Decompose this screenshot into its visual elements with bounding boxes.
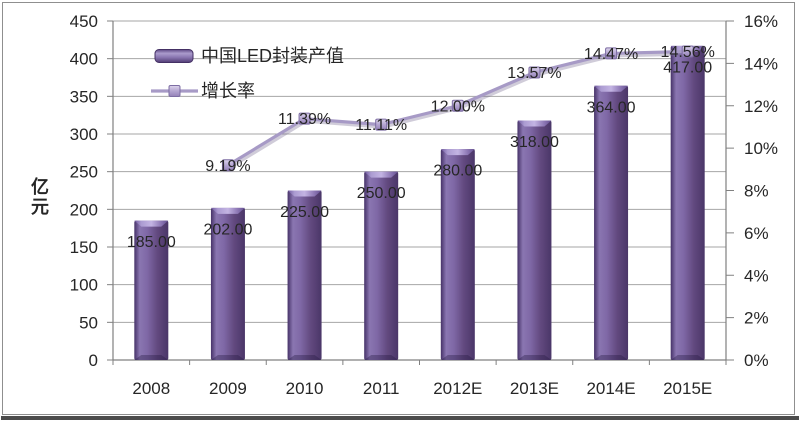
bar-top-bevel — [287, 190, 322, 197]
bar-body[interactable] — [364, 171, 399, 360]
line-data-label: 13.57% — [507, 65, 561, 82]
left-axis-tick-label: 250 — [70, 163, 98, 182]
x-axis-category-label: 2010 — [286, 379, 324, 398]
left-axis-tick-label: 300 — [70, 125, 98, 144]
line-marker-2010[interactable] — [298, 112, 311, 125]
right-axis-tick-label: 2% — [744, 309, 769, 328]
bar-body[interactable] — [210, 207, 245, 360]
line-data-label: 11.11% — [355, 117, 407, 134]
bar-bottom-bevel — [517, 355, 552, 360]
bar-data-label: 364.00 — [587, 99, 636, 116]
x-axis-category-label: 2015E — [663, 379, 712, 398]
bar-bottom-bevel — [287, 355, 322, 360]
right-axis-tick-label: 14% — [744, 54, 778, 73]
bar-data-label: 250.00 — [357, 185, 406, 202]
bar-data-label: 185.00 — [127, 234, 176, 251]
bar-2011[interactable] — [364, 171, 399, 360]
bar-data-label: 225.00 — [280, 204, 329, 221]
growth-rate-line-series — [221, 45, 694, 172]
left-axis-tick-label: 150 — [70, 238, 98, 257]
right-axis-tick-label: 8% — [744, 182, 769, 201]
bar-data-label: 280.00 — [433, 163, 482, 180]
left-axis-tick-label: 450 — [70, 12, 98, 31]
legend-label: 中国LED封装产值 — [201, 46, 344, 66]
line-data-label: 14.56% — [661, 44, 715, 61]
bar-body[interactable] — [440, 149, 475, 360]
line-data-label: 12.00% — [431, 98, 485, 115]
data-labels: 185.00 202.00 225.00 250.00 280.00 318.00 364.… — [127, 44, 715, 251]
line-data-label: 14.47% — [584, 46, 638, 63]
legend-entry-bar-series[interactable]: 中国LED封装产值 — [154, 46, 344, 66]
line-data-label: 11.39% — [278, 111, 331, 128]
line-marker-2013E[interactable] — [528, 66, 541, 79]
bar-2013E[interactable] — [517, 120, 552, 360]
x-axis-category-label: 2014E — [586, 379, 635, 398]
bar-top-bevel — [594, 85, 629, 92]
left-axis-tick-label: 100 — [70, 276, 98, 295]
right-axis-tick-label: 4% — [744, 266, 769, 285]
bar-2014E[interactable] — [594, 85, 629, 360]
bar-body[interactable] — [594, 85, 629, 360]
line-marker-2014E[interactable] — [605, 47, 618, 60]
bar-2009[interactable] — [210, 207, 245, 360]
bar-data-label: 318.00 — [510, 134, 559, 151]
bar-bottom-bevel — [440, 355, 475, 360]
left-axis-tick-label: 200 — [70, 200, 98, 219]
line-marker-2012E[interactable] — [451, 99, 464, 112]
bar-bottom-bevel — [210, 355, 245, 360]
y-axis-title-char: 亿 — [31, 176, 49, 197]
left-axis-tick-label: 350 — [70, 87, 98, 106]
bar-2015E[interactable] — [670, 45, 705, 361]
x-axis-category-label: 2009 — [209, 379, 247, 398]
right-axis-tick-label: 12% — [744, 97, 778, 116]
bar-top-bevel — [210, 207, 245, 214]
bar-top-bevel — [440, 149, 475, 156]
legend-bar-swatch — [154, 49, 194, 63]
x-axis-category-label: 2011 — [363, 379, 400, 398]
bar-top-bevel — [134, 220, 169, 227]
x-axis-category-label: 2012E — [433, 379, 482, 398]
right-axis-tick-label: 6% — [744, 224, 769, 243]
x-axis-category-label: 2013E — [510, 379, 559, 398]
left-axis-tick-label: 400 — [70, 50, 98, 69]
chart-border-frame — [2, 2, 795, 415]
left-axis-tick-label: 0 — [89, 351, 98, 370]
x-axis-category-label: 2008 — [132, 379, 170, 398]
line-marker-2015E[interactable] — [681, 45, 694, 58]
bar-top-bevel — [517, 120, 552, 127]
bar-2008[interactable] — [134, 220, 169, 360]
legend-label: 增长率 — [201, 81, 255, 101]
legend-entry-line-series[interactable]: 增长率 — [151, 81, 255, 101]
left-axis-tick-label: 50 — [79, 313, 98, 332]
bar-data-label: 417.00 — [663, 59, 712, 76]
y-axis-title: 亿元 — [31, 176, 49, 217]
legend-line-marker — [168, 85, 181, 97]
bar-body[interactable] — [670, 45, 705, 361]
bar-top-bevel — [364, 171, 399, 178]
bar-bottom-bevel — [134, 355, 169, 360]
line-data-label: 9.19% — [205, 158, 250, 175]
right-axis-tick-label: 16% — [744, 12, 778, 31]
bar-body[interactable] — [287, 190, 322, 361]
right-axis-tick-label: 10% — [744, 139, 778, 158]
bar-series — [134, 45, 705, 361]
bar-body[interactable] — [134, 220, 169, 360]
bar-2012E[interactable] — [440, 149, 475, 360]
bottom-rule — [1, 416, 799, 420]
axes: 0 50 100 150 200 250 300 350 400 450 0% 2% 4% 6% 8% 10%… — [70, 12, 778, 398]
bar-bottom-bevel — [594, 355, 629, 360]
bar-body[interactable] — [517, 120, 552, 360]
bar-data-label: 202.00 — [203, 221, 252, 238]
y-axis-title-char: 元 — [31, 197, 49, 217]
bar-2010[interactable] — [287, 190, 322, 361]
line-marker-2009[interactable] — [221, 159, 234, 172]
line-marker-2011[interactable] — [375, 118, 388, 131]
right-axis-tick-label: 0% — [744, 351, 769, 370]
bar-bottom-bevel — [670, 355, 705, 360]
bar-bottom-bevel — [364, 355, 399, 360]
